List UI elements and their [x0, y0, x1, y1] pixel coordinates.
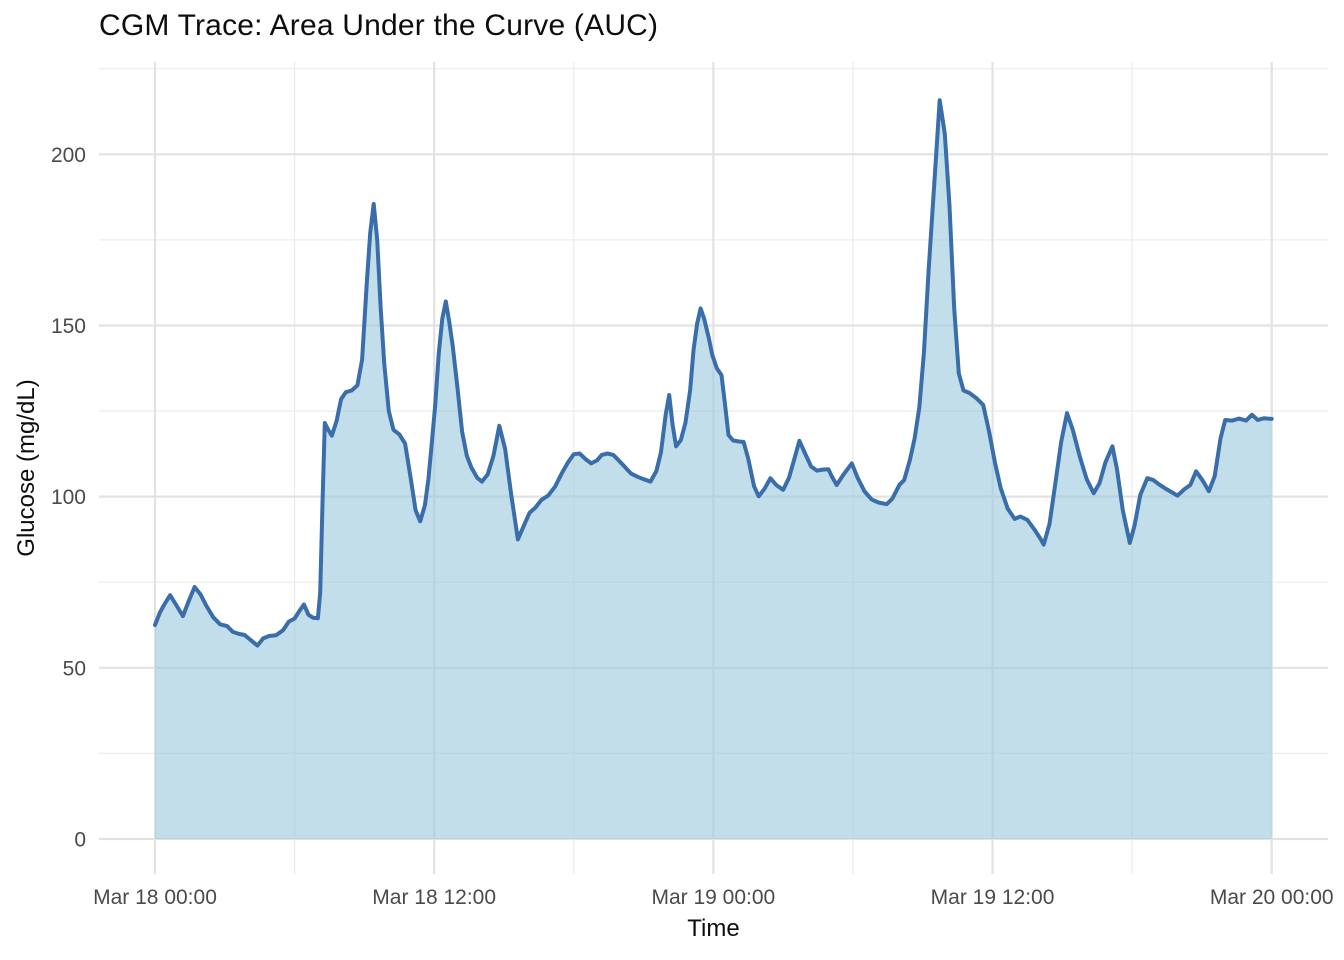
y-tick-label: 50 — [63, 657, 86, 680]
y-axis-title: Glucose (mg/dL) — [13, 379, 40, 557]
x-tick-label: Mar 19 00:00 — [651, 886, 775, 909]
y-tick-label: 100 — [51, 486, 86, 509]
x-axis-title: Time — [687, 915, 740, 942]
x-tick-label: Mar 19 12:00 — [931, 886, 1055, 909]
x-tick-label: Mar 18 12:00 — [372, 886, 496, 909]
x-tick-label: Mar 18 00:00 — [93, 886, 217, 909]
y-tick-label: 150 — [51, 315, 86, 338]
glucose-trace-line — [153, 98, 1274, 648]
glucose-area-fill — [155, 100, 1272, 839]
y-tick-label: 200 — [51, 144, 86, 167]
chart-title: CGM Trace: Area Under the Curve (AUC) — [99, 9, 659, 42]
x-tick-label: Mar 20 00:00 — [1210, 886, 1334, 909]
y-tick-label: 0 — [74, 829, 86, 852]
